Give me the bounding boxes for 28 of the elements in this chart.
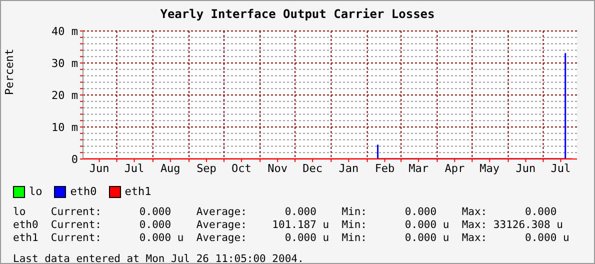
text: Last data entered at Mon Jul 26 11:05:00 2004. [13, 253, 305, 264]
x-tick-label: Apr [444, 162, 465, 175]
y-tick-label: 10 m [52, 120, 78, 134]
y-axis-title: Percent [2, 48, 16, 95]
x-tick-label: Jun [516, 162, 536, 175]
x-tick-label: Jan [338, 162, 359, 175]
x-tick-label: Oct [232, 162, 252, 175]
chart-title: Yearly Interface Output Carrier Losses [159, 7, 436, 21]
text: eth0 Current: 0.000 Average: 101.187 u Min: 0.000 u Max: 33126.308 u [13, 219, 564, 232]
legend-label: eth1 [124, 185, 152, 198]
x-tick-label: May [480, 162, 500, 175]
y-tick-label: 0 [71, 152, 78, 166]
text: lo Current: 0.000 Average: 0.000 Min: 0.000 Max: 0.000 [13, 206, 558, 219]
x-tick-label: Nov [268, 162, 288, 175]
x-tick-label: Feb [374, 162, 395, 175]
x-tick-label: Mar [408, 162, 429, 175]
x-tick-label: Jul [124, 162, 144, 175]
y-tick-label: 40 m [52, 24, 78, 38]
x-tick-label: Aug [160, 162, 180, 175]
x-tick-label: Dec [302, 162, 322, 175]
legend-label: lo [28, 185, 42, 198]
y-tick-label: 20 m [52, 88, 78, 102]
text: eth1 Current: 0.000 u Average: 0.000 u Min: 0.000 u Max: 0.000 u [13, 232, 570, 245]
legend-label: eth0 [69, 185, 97, 198]
x-tick-label: Sep [196, 162, 216, 175]
y-tick-label: 30 m [52, 56, 78, 70]
x-tick-label: Jul [550, 162, 571, 175]
x-tick-label: Jun [89, 162, 110, 175]
